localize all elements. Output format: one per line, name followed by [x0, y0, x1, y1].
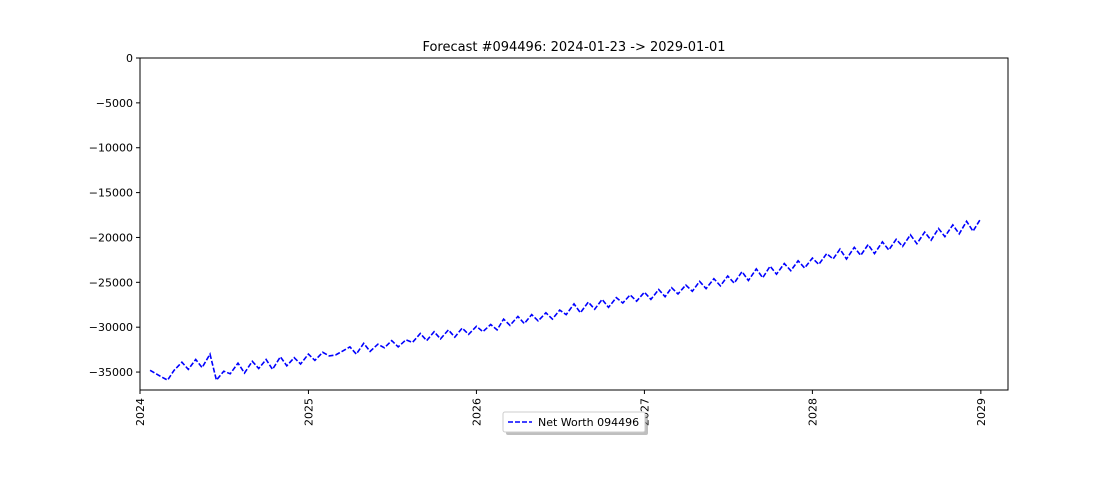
- y-tick-label: 0: [126, 52, 133, 65]
- x-axis: 2024 2025 2026 2027 2028 2029: [134, 390, 988, 426]
- y-tick-label: −5000: [96, 97, 133, 110]
- y-axis: 0 −5000 −10000 −15000 −20000 −25000 −30000 −350…: [89, 52, 140, 379]
- x-tick-label: 2024: [134, 398, 147, 426]
- y-tick-label: −30000: [89, 321, 133, 334]
- y-tick-label: −10000: [89, 142, 133, 155]
- x-tick-label: 2029: [975, 398, 988, 426]
- y-tick-label: −25000: [89, 276, 133, 289]
- legend: Net Worth 094496: [502, 411, 648, 435]
- y-tick-label: −35000: [89, 366, 133, 379]
- y-tick-label: −15000: [89, 187, 133, 200]
- y-tick-label: −20000: [89, 231, 133, 244]
- chart-title: Forecast #094496: 2024-01-23 -> 2029-01-…: [422, 40, 725, 55]
- series-line: [149, 218, 982, 382]
- x-tick-label: 2028: [806, 398, 819, 426]
- plot-area: [139, 57, 1009, 391]
- legend-label: Net Worth 094496: [538, 416, 639, 429]
- x-tick-label: 2026: [470, 398, 483, 426]
- series-layer: [149, 218, 982, 382]
- x-tick-label: 2025: [302, 398, 315, 426]
- legend-box: [502, 411, 646, 433]
